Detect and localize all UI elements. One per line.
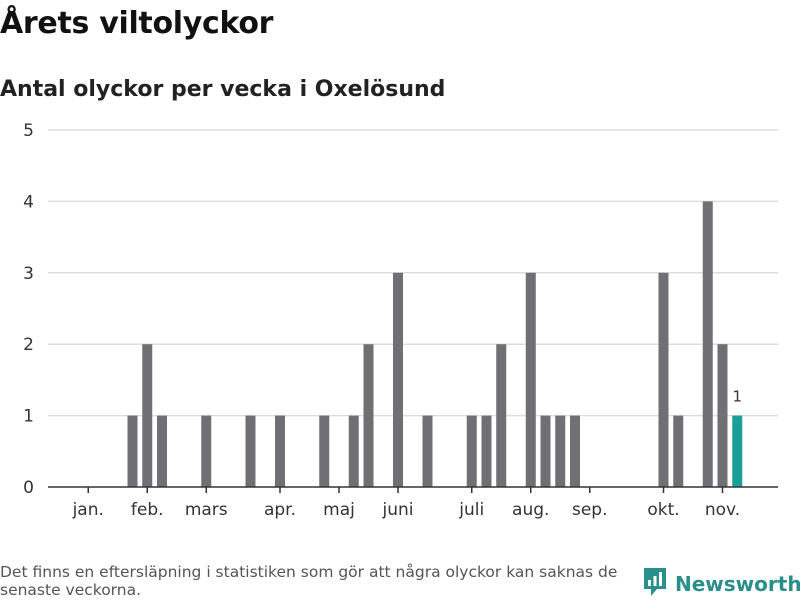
bar xyxy=(275,415,285,487)
bar-chart: 0 1 2 3 4 5 1 jan. feb. mars apr. maj juni juli aug. se… xyxy=(23,121,778,520)
brand-name: Newsworthy xyxy=(675,572,800,596)
bar-value-label: 1 xyxy=(732,388,742,406)
bar xyxy=(658,272,669,487)
chart-title: Årets viltolyckor xyxy=(0,6,274,41)
newsworthy-logo-icon xyxy=(643,567,667,601)
x-tick-label: feb. xyxy=(131,500,164,520)
bar xyxy=(496,344,507,487)
gridlines xyxy=(48,129,778,417)
x-tick-label: nov. xyxy=(705,500,740,520)
tick-labels: 0 1 2 3 4 5 1 jan. feb. mars apr. maj juni juli aug. se… xyxy=(23,121,742,520)
bar xyxy=(142,344,153,487)
bar xyxy=(555,415,566,487)
bar xyxy=(348,415,359,487)
bar-highlight xyxy=(732,415,743,487)
x-tick-label: apr. xyxy=(264,500,296,520)
y-tick-label: 4 xyxy=(23,192,34,212)
bar xyxy=(540,415,551,487)
y-tick-label: 0 xyxy=(23,478,34,498)
x-tick-label: maj xyxy=(323,500,355,520)
x-tick-label: juli xyxy=(458,500,484,520)
axes xyxy=(48,486,778,493)
bar xyxy=(717,344,728,487)
bar xyxy=(245,415,256,487)
bar xyxy=(525,272,536,487)
bar xyxy=(422,415,433,487)
bar xyxy=(157,415,167,487)
x-tick-label: aug. xyxy=(512,500,549,520)
y-tick-label: 2 xyxy=(23,335,34,355)
x-tick-label: sep. xyxy=(572,500,608,520)
chart-subtitle: Antal olyckor per vecka i Oxelösund xyxy=(0,77,446,102)
bar xyxy=(481,415,492,487)
bar xyxy=(363,344,374,487)
bar xyxy=(466,415,477,487)
bar xyxy=(201,415,212,487)
x-tick-label: mars xyxy=(185,500,228,520)
brand-logo[interactable]: Newsworthy xyxy=(643,568,800,600)
y-tick-label: 3 xyxy=(23,264,34,284)
bar xyxy=(702,201,713,487)
x-tick-label: juni xyxy=(382,500,414,520)
bar xyxy=(127,415,138,487)
x-tick-label: jan. xyxy=(72,500,104,520)
footnote: Det finns en eftersläpning i statistiken… xyxy=(0,563,618,599)
bar xyxy=(319,415,330,487)
y-tick-label: 1 xyxy=(23,407,34,427)
bar xyxy=(570,415,580,487)
bar xyxy=(393,272,403,487)
x-tick-label: okt. xyxy=(647,500,679,520)
bars xyxy=(127,201,743,487)
bar xyxy=(673,415,684,487)
y-tick-label: 5 xyxy=(23,121,34,141)
